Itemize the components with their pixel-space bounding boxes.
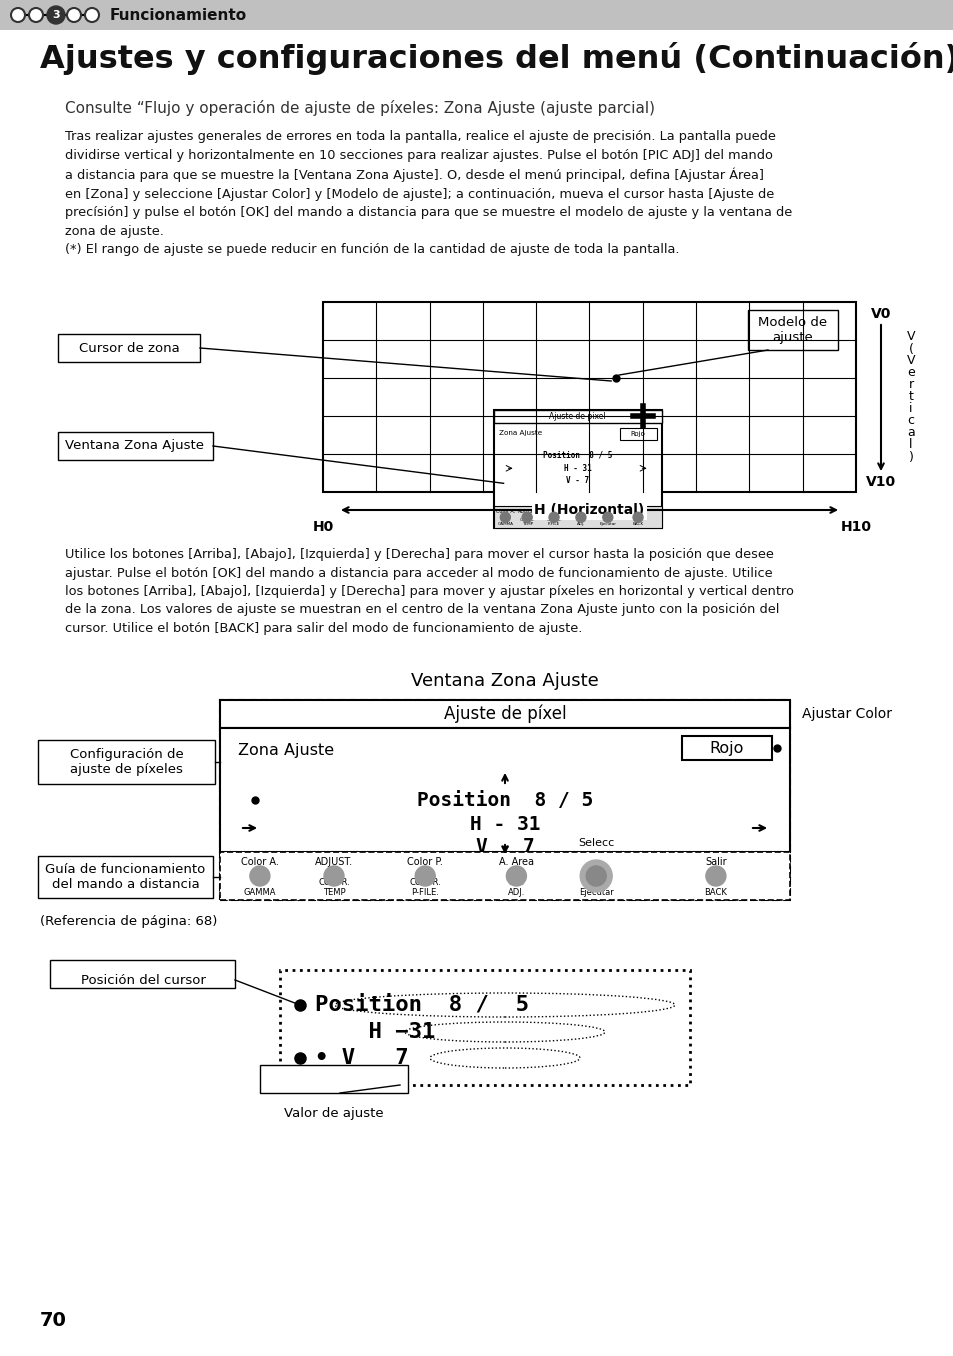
Text: Configuración de
ajuste de píxeles: Configuración de ajuste de píxeles — [70, 749, 183, 776]
Text: Selecc: Selecc — [599, 510, 615, 514]
Circle shape — [29, 8, 43, 22]
Text: Utilice los botones [Arriba], [Abajo], [Izquierda] y [Derecha] para mover el cur: Utilice los botones [Arriba], [Abajo], [… — [65, 548, 793, 635]
Circle shape — [585, 866, 605, 885]
Bar — [220, 852, 789, 900]
Text: Position  8 / 5: Position 8 / 5 — [542, 450, 612, 460]
Bar — [50, 960, 234, 989]
Text: PIC.
ADJ.: PIC. ADJ. — [507, 877, 524, 898]
Text: A. Area: A. Area — [572, 510, 589, 514]
Text: Ventana Zona Ajuste: Ventana Zona Ajuste — [66, 439, 204, 453]
Bar — [58, 433, 213, 460]
Text: H10: H10 — [840, 519, 871, 534]
Text: COLOR.
TEMP: COLOR. TEMP — [317, 877, 350, 898]
Text: H (Horizontal): H (Horizontal) — [534, 503, 644, 517]
Text: Ejecutar: Ejecutar — [578, 888, 613, 898]
Text: Rojo: Rojo — [630, 431, 644, 437]
Text: Ajustes y configuraciones del menú (Continuación): Ajustes y configuraciones del menú (Cont… — [40, 42, 953, 75]
Text: Ajustar Color: Ajustar Color — [801, 706, 891, 721]
Circle shape — [67, 8, 81, 22]
Text: V - 7: V - 7 — [565, 476, 589, 485]
Text: ADJUST.: ADJUST. — [517, 510, 537, 514]
Text: V - 7: V - 7 — [476, 837, 534, 856]
Text: Salir: Salir — [632, 510, 643, 514]
Text: BACK: BACK — [703, 888, 726, 898]
Bar — [0, 0, 953, 30]
Circle shape — [415, 866, 435, 885]
Text: Funcionamiento: Funcionamiento — [110, 8, 247, 23]
Bar — [38, 740, 214, 784]
Text: (Referencia de página: 68): (Referencia de página: 68) — [40, 915, 217, 928]
Bar — [493, 411, 660, 423]
Text: Ajuste de píxel: Ajuste de píxel — [443, 705, 566, 723]
Text: H0: H0 — [312, 519, 334, 534]
Text: V10: V10 — [865, 475, 895, 490]
Text: BACK: BACK — [632, 522, 643, 526]
Text: Color P.: Color P. — [544, 510, 562, 514]
Text: 70: 70 — [40, 1310, 67, 1329]
Bar — [681, 736, 771, 759]
Text: Selecc: Selecc — [578, 838, 614, 848]
Text: Color P.: Color P. — [407, 857, 443, 866]
Circle shape — [549, 513, 558, 522]
Circle shape — [705, 866, 725, 885]
Circle shape — [324, 866, 344, 885]
Text: Consulte “Flujo y operación de ajuste de píxeles: Zona Ajuste (ajuste parcial): Consulte “Flujo y operación de ajuste de… — [65, 100, 655, 117]
Text: Tras realizar ajustes generales de errores en toda la pantalla, realice el ajust: Tras realizar ajustes generales de error… — [65, 130, 791, 256]
Text: COLOR.
TEMP: COLOR. TEMP — [518, 518, 535, 526]
Text: • V   7: • V 7 — [314, 1048, 408, 1069]
Bar — [493, 506, 660, 529]
Text: Rojo: Rojo — [709, 740, 743, 755]
Text: Cursor de zona: Cursor de zona — [78, 342, 179, 354]
Bar — [220, 700, 789, 900]
Bar — [323, 302, 855, 492]
Circle shape — [521, 513, 532, 522]
Text: GAMMA: GAMMA — [243, 888, 275, 898]
Text: Ejecutar: Ejecutar — [598, 522, 616, 526]
Text: ADJUST.: ADJUST. — [314, 857, 353, 866]
Circle shape — [579, 860, 612, 892]
Text: GAMMA: GAMMA — [497, 522, 513, 526]
Text: H −31: H −31 — [314, 1022, 435, 1041]
Circle shape — [47, 5, 65, 24]
Bar — [58, 334, 200, 362]
Bar — [220, 700, 789, 728]
Text: 3: 3 — [52, 9, 60, 20]
Text: Zona Ajuste: Zona Ajuste — [498, 430, 541, 437]
Text: Color A.: Color A. — [496, 510, 515, 514]
Circle shape — [506, 866, 526, 885]
Circle shape — [576, 513, 585, 522]
Text: Position  8 /  5: Position 8 / 5 — [314, 995, 529, 1016]
Bar — [220, 728, 789, 852]
Text: Ventana Zona Ajuste: Ventana Zona Ajuste — [411, 673, 598, 690]
Text: Ajuste de pixel: Ajuste de pixel — [549, 412, 605, 422]
Bar — [38, 856, 213, 898]
Circle shape — [633, 513, 642, 522]
Text: Position  8 / 5: Position 8 / 5 — [416, 791, 593, 810]
Text: COLOR.
P-FILE.: COLOR. P-FILE. — [409, 877, 440, 898]
Text: Modelo de
ajuste: Modelo de ajuste — [758, 316, 826, 344]
Text: Color A.: Color A. — [241, 857, 278, 866]
Bar — [280, 970, 689, 1085]
Text: V0: V0 — [870, 306, 890, 321]
Circle shape — [85, 8, 99, 22]
Text: H - 31: H - 31 — [469, 815, 539, 834]
Text: V
(
V
e
r
t
i
c
a
l
): V ( V e r t i c a l ) — [905, 331, 914, 464]
Text: A. Area: A. Area — [498, 857, 534, 866]
Bar — [493, 411, 660, 529]
Text: Posición del cursor: Posición del cursor — [80, 974, 205, 987]
Text: Valor de ajuste: Valor de ajuste — [284, 1106, 383, 1120]
Bar — [618, 428, 656, 441]
Bar — [260, 1064, 408, 1093]
Circle shape — [602, 513, 612, 522]
Circle shape — [11, 8, 25, 22]
Text: H - 31: H - 31 — [563, 464, 591, 473]
Circle shape — [250, 866, 270, 885]
Text: Zona Ajuste: Zona Ajuste — [237, 743, 334, 758]
Text: Salir: Salir — [704, 857, 726, 866]
Circle shape — [499, 513, 510, 522]
Text: Guía de funcionamiento
del mando a distancia: Guía de funcionamiento del mando a dista… — [46, 862, 206, 891]
Bar — [747, 311, 837, 350]
Text: PIC.
ADJ.: PIC. ADJ. — [577, 518, 584, 526]
Text: COLOR.
P-FILE: COLOR. P-FILE — [546, 518, 561, 526]
